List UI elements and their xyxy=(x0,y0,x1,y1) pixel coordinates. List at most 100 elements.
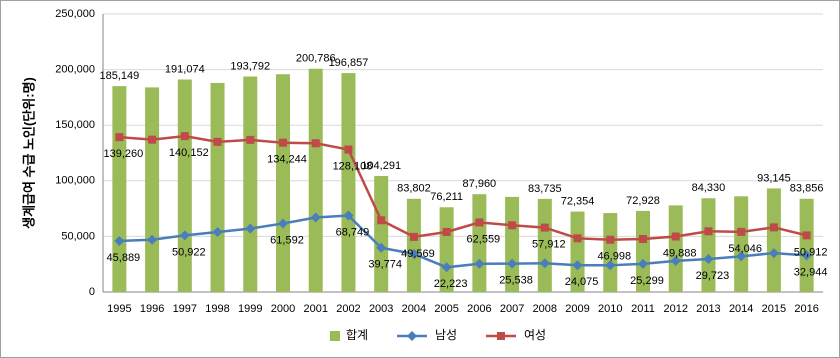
bar xyxy=(210,82,225,292)
x-tick-label: 2016 xyxy=(794,303,818,315)
marker xyxy=(442,227,451,236)
marker xyxy=(180,132,189,141)
marker xyxy=(802,231,811,240)
marker xyxy=(311,139,320,148)
bar xyxy=(799,198,814,292)
x-tick-label: 2000 xyxy=(271,303,295,315)
bar xyxy=(701,198,716,292)
data-label: 191,074 xyxy=(165,63,205,75)
data-label: 76,211 xyxy=(430,191,463,203)
data-label: 49,569 xyxy=(401,248,435,260)
marker xyxy=(148,135,157,144)
data-label: 72,928 xyxy=(626,195,660,207)
data-label: 24,075 xyxy=(565,276,599,288)
marker xyxy=(736,251,747,262)
marker xyxy=(441,262,452,273)
data-label: 50,922 xyxy=(172,246,206,258)
bar xyxy=(766,188,781,292)
data-label: 68,749 xyxy=(336,226,370,238)
data-label: 200,786 xyxy=(296,53,336,65)
data-label: 39,774 xyxy=(368,259,402,271)
y-tick-label: 50,000 xyxy=(61,230,95,242)
legend-label: 여성 xyxy=(524,328,546,342)
data-label: 139,260 xyxy=(103,148,143,160)
y-tick-label: 100,000 xyxy=(55,175,95,187)
bar xyxy=(734,196,749,292)
data-label: 193,792 xyxy=(230,60,270,72)
marker xyxy=(246,135,255,144)
y-tick-label: 250,000 xyxy=(55,8,95,20)
marker xyxy=(639,235,647,244)
marker xyxy=(540,223,549,232)
data-label: 128,108 xyxy=(333,160,373,172)
data-label: 84,330 xyxy=(692,182,726,194)
marker xyxy=(114,235,125,246)
data-label: 57,912 xyxy=(532,239,566,251)
x-tick-label: 2002 xyxy=(336,303,360,315)
x-tick-label: 2015 xyxy=(762,303,786,315)
marker xyxy=(376,242,387,253)
line xyxy=(119,134,807,241)
marker xyxy=(245,223,256,234)
marker xyxy=(573,234,582,243)
y-tick-label: 0 xyxy=(89,286,95,298)
x-tick-label: 2013 xyxy=(696,303,720,315)
bar xyxy=(145,87,160,292)
data-label: 54,046 xyxy=(728,243,762,255)
x-tick-label: 2007 xyxy=(500,303,524,315)
x-tick-label: 2005 xyxy=(434,303,458,315)
x-tick-label: 2012 xyxy=(663,303,687,315)
legend-marker xyxy=(497,332,505,340)
marker xyxy=(343,210,354,221)
bar xyxy=(537,198,552,292)
x-tick-label: 2008 xyxy=(533,303,557,315)
data-label: 62,559 xyxy=(467,233,501,245)
y-axis-title: 생계급여 수급 노인(단위:명) xyxy=(21,77,36,229)
line xyxy=(119,214,807,269)
data-label: 46,998 xyxy=(597,251,631,263)
data-label: 22,223 xyxy=(434,278,468,290)
y-tick-label: 150,000 xyxy=(55,119,95,131)
marker xyxy=(768,248,779,259)
marker xyxy=(408,248,419,259)
marker xyxy=(605,260,616,271)
bar xyxy=(177,79,192,292)
data-label: 185,149 xyxy=(99,70,139,82)
marker xyxy=(377,216,386,225)
bar xyxy=(374,176,389,292)
marker xyxy=(147,234,158,245)
x-tick-label: 2003 xyxy=(369,303,393,315)
bar xyxy=(505,196,520,292)
x-tick-label: 1998 xyxy=(205,303,229,315)
data-label: 83,856 xyxy=(790,183,824,195)
marker xyxy=(638,258,648,269)
data-label: 49,888 xyxy=(663,247,697,259)
marker xyxy=(508,221,517,230)
data-label: 72,354 xyxy=(561,195,595,207)
bar xyxy=(406,198,421,292)
data-label: 134,244 xyxy=(267,154,307,166)
bar xyxy=(341,73,356,292)
data-label: 45,889 xyxy=(107,252,141,264)
data-label: 50,912 xyxy=(794,246,828,258)
marker xyxy=(704,227,713,236)
bar xyxy=(636,210,650,292)
data-label: 25,299 xyxy=(630,275,664,287)
bar xyxy=(570,211,585,292)
marker xyxy=(278,218,288,229)
data-label: 32,944 xyxy=(794,266,828,278)
bar xyxy=(668,205,683,292)
marker xyxy=(344,145,353,154)
data-label: 25,538 xyxy=(499,275,533,287)
marker xyxy=(474,258,485,269)
x-tick-label: 2006 xyxy=(467,303,491,315)
legend-label: 합계 xyxy=(346,328,368,342)
x-tick-label: 1997 xyxy=(173,303,197,315)
data-label: 83,802 xyxy=(397,183,431,195)
marker xyxy=(213,137,222,146)
x-tick-label: 2010 xyxy=(598,303,622,315)
bar xyxy=(276,74,290,292)
bar xyxy=(308,68,323,292)
